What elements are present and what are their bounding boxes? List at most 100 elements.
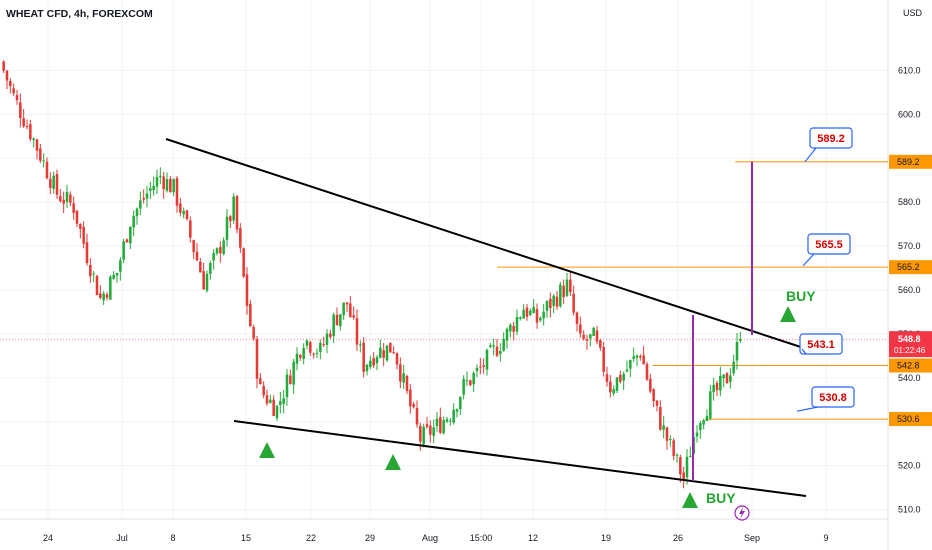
candle-body [522,309,525,319]
callouts[interactable]: 589.2 565.5 543.1 530.8 [796,127,855,412]
candle-body [459,396,462,410]
candle-body [199,261,202,273]
candle-body [552,295,555,306]
price-callout[interactable]: 530.8 [796,386,855,412]
candle-body [239,228,242,248]
callout-box[interactable] [811,386,855,408]
buy-arrow-icon [682,492,698,508]
buy-signals: BUY BUY [259,288,816,508]
price-tick-label: 580.0 [898,197,921,207]
candle-body [445,419,449,422]
current-price-tag [889,331,932,358]
symbol-title[interactable]: WHEAT CFD, 4h, FOREXCOM [6,8,153,20]
candle-body [249,303,252,327]
candle-body [605,374,609,382]
candle-body [359,344,362,346]
candle-body [665,427,669,441]
candle-body [532,307,535,313]
price-callout[interactable]: 589.2 [804,127,853,163]
price-tag [889,412,932,427]
current-price-label: 548.8 [898,334,921,344]
candle-body [622,373,625,381]
callout-box[interactable] [799,333,843,355]
candle-body [595,330,599,342]
candle-body [349,303,352,318]
upper-trendline[interactable] [165,138,811,351]
candle-body [125,239,129,243]
lower-trendline[interactable] [233,420,807,497]
candle-body [232,196,235,221]
candle-body [529,310,532,315]
trendlines[interactable] [165,138,811,497]
candle-body [425,424,429,427]
candle-body [535,309,539,323]
price-tag-label: 589.2 [897,157,920,167]
time-label: Jul [116,533,128,543]
price-callout[interactable]: 543.1 [799,333,843,355]
candle-body [252,327,255,339]
candle-body [322,344,325,346]
candle-body [632,356,635,359]
candle-body [122,241,125,260]
candle-body [235,196,239,230]
candle-body [422,426,425,445]
candle-body [435,418,439,427]
price-tick-label: 520.0 [898,461,921,471]
candle-body [669,438,672,440]
candle-body [395,353,399,365]
candle-body [695,432,699,437]
candle-body [475,367,479,372]
candle-body [602,347,605,372]
candle-body [449,420,452,422]
candle-body [115,272,119,276]
candle-body [299,355,302,358]
candle-body [39,148,42,161]
callout-box[interactable] [809,127,853,149]
candle-body [315,352,319,354]
axis-corner [889,520,932,550]
candle-body [542,311,545,319]
price-tag [889,358,932,373]
price-callout[interactable]: 565.5 [802,233,851,267]
candle-body [512,325,515,332]
time-axis-labels: 24 Jul 8 15 22 29 Aug 15:00 12 19 26 Sep 9 [43,533,829,543]
candle-body [179,203,182,213]
candle-body [62,199,65,204]
candle-body [165,178,169,191]
price-scale[interactable]: USD [887,0,923,550]
buy-label: BUY [706,490,736,506]
candle-body [649,378,652,392]
candle-body [662,425,665,430]
time-label: Sep [744,533,760,543]
candle-body [732,361,735,374]
target-lines[interactable] [692,161,753,481]
callout-box[interactable] [807,233,851,255]
candles [2,60,742,489]
candle-body [172,178,175,193]
candle-body [629,360,632,369]
candle-body [12,88,15,94]
price-tick-label: 510.0 [898,505,921,515]
candle-body [275,405,279,419]
candle-body [129,226,132,244]
candle-body [159,175,162,178]
candle-body [295,353,299,364]
candle-body [132,215,135,228]
candle-body [89,264,92,277]
candle-body [215,248,219,254]
candle-body [69,194,72,203]
price-scale-labels: 610.0600.0590.0580.0570.0560.0550.0540.0… [889,66,932,515]
candle-body [375,357,379,364]
candle-body [285,374,289,397]
candle-body [59,196,62,202]
candle-body [305,340,309,346]
candle-body [579,324,582,334]
candle-body [569,279,572,293]
candle-body [29,124,32,140]
candle-body [222,240,225,255]
candle-body [429,425,432,435]
candle-body [242,248,245,277]
candle-body [262,385,265,396]
